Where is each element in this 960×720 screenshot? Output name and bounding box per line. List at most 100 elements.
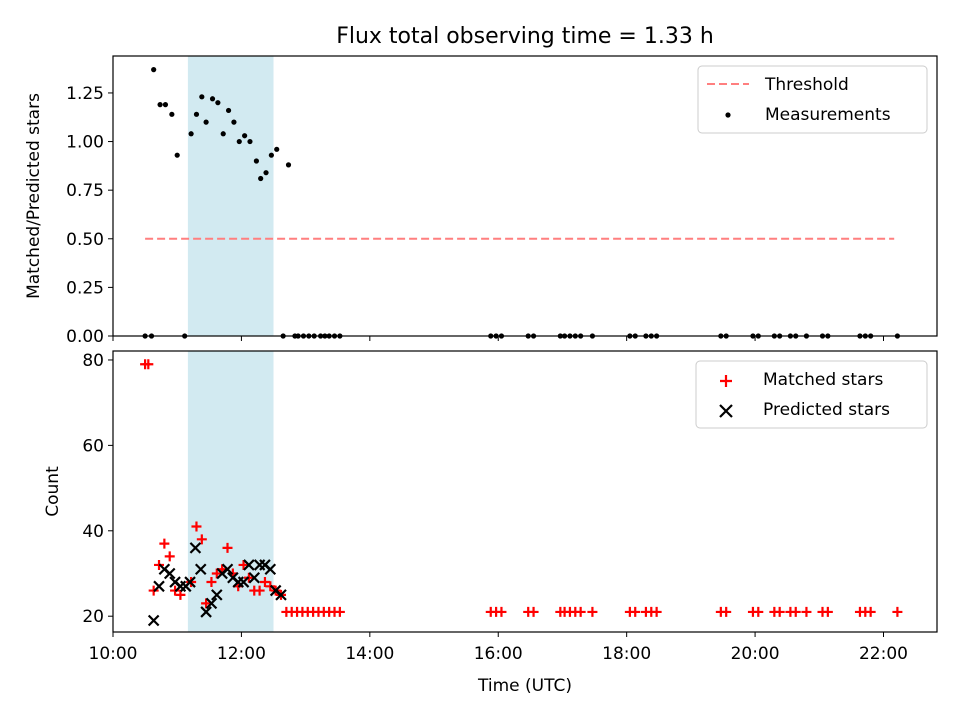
y-tick-label: 20	[82, 607, 104, 627]
matched-star-marker	[334, 606, 345, 617]
legend-predicted-label: Predicted stars	[763, 400, 890, 420]
legend-predicted-swatch	[719, 404, 733, 418]
x-tick-label: 22:00	[859, 644, 908, 664]
matched-star-marker	[175, 589, 186, 600]
measurement-point	[231, 119, 237, 125]
matched-star-marker	[211, 568, 222, 579]
x-tick-label: 16:00	[474, 644, 523, 664]
chart-title: Flux total observing time = 1.33 h	[336, 24, 714, 49]
measurement-point	[285, 162, 292, 168]
measurement-point	[263, 170, 269, 176]
measurement-point	[209, 96, 216, 102]
observing-window-shade	[187, 351, 274, 632]
predicted-star-marker	[237, 576, 250, 588]
legend-box	[695, 360, 928, 429]
measurement-point	[236, 138, 242, 145]
legend-measurement-swatch	[725, 112, 731, 118]
measurement-point	[253, 158, 259, 164]
predicted-star-marker	[243, 559, 255, 571]
bottom-plot-frame	[112, 350, 938, 633]
predicted-star-marker	[163, 567, 176, 580]
y-tick-label: 0.00	[66, 327, 104, 347]
measurement-point	[174, 152, 180, 158]
measurement-point	[203, 119, 209, 125]
measurement-point	[169, 111, 175, 117]
measurement-point	[258, 175, 264, 182]
ratio-panel: 0.00 0.25 0.50 0.75 1.00 1.25 Matched/Predicte…	[24, 55, 938, 347]
matched-star-marker	[753, 606, 764, 617]
predicted-star-marker	[153, 580, 165, 593]
matched-star-marker	[790, 606, 801, 617]
y-tick-label: 0.75	[66, 181, 104, 201]
predicted-star-marker	[221, 563, 234, 576]
legend-threshold-label: Threshold	[764, 75, 849, 95]
measurement-point	[247, 138, 253, 145]
legend-matched-label: Matched stars	[763, 370, 883, 390]
matched-star-marker	[865, 606, 876, 617]
matched-star-marker	[575, 606, 586, 617]
matched-star-marker	[587, 606, 598, 617]
predicted-star-marker	[264, 563, 277, 576]
y-tick-label: 0.25	[66, 278, 104, 298]
matched-star-marker	[496, 606, 507, 617]
measurement-point	[220, 131, 226, 137]
legend-measurement-label: Measurements	[765, 105, 891, 125]
legend: Threshold Measurements	[697, 65, 928, 134]
matched-star-marker	[774, 606, 785, 617]
x-tick-label: 20:00	[731, 644, 780, 664]
predicted-star-marker	[184, 576, 196, 588]
matched-star-marker	[651, 606, 662, 617]
predicted-star-marker	[194, 563, 207, 576]
predicted-star-marker	[248, 571, 261, 584]
y-tick-label: 0.50	[66, 230, 104, 250]
measurement-point	[274, 146, 280, 152]
x-tick-label: 18:00	[602, 644, 651, 664]
y-tick-label: 80	[82, 351, 104, 371]
measurement-point	[151, 67, 157, 73]
y-axis-label: Matched/Predicted stars	[24, 93, 44, 299]
legend: Matched stars Predicted stars	[695, 360, 928, 429]
matched-star-marker	[206, 577, 217, 588]
y-tick-label: 60	[82, 436, 104, 456]
top-plot-frame	[112, 55, 938, 337]
matched-star-marker	[164, 551, 175, 562]
predicted-star-marker	[211, 589, 223, 601]
measurement-point	[193, 111, 200, 117]
measurement-point	[215, 100, 221, 106]
matched-star-marker	[801, 606, 812, 617]
measurement-point	[268, 152, 274, 158]
predicted-star-marker	[275, 589, 287, 601]
measurement-point	[242, 133, 248, 139]
matched-star-marker	[528, 606, 539, 617]
measurement-point	[157, 102, 163, 108]
x-tick-label: 10:00	[89, 644, 138, 664]
y-tick-label: 40	[82, 522, 104, 542]
matched-star-marker	[143, 359, 154, 370]
matched-star-marker	[254, 585, 265, 596]
x-tick-label: 12:00	[217, 644, 266, 664]
measurement-point	[188, 131, 194, 137]
x-tick-label: 14:00	[345, 644, 394, 664]
legend-matched-swatch	[720, 375, 732, 387]
matched-star-marker	[630, 606, 641, 617]
predicted-star-marker	[189, 542, 202, 554]
matched-star-marker	[822, 606, 833, 617]
matched-star-marker	[259, 577, 270, 588]
matched-star-marker	[191, 521, 202, 532]
matched-star-marker	[222, 542, 233, 553]
observing-window-shade	[187, 56, 274, 336]
matched-star-marker	[892, 606, 903, 617]
measurement-point	[199, 94, 205, 100]
legend-box	[697, 65, 928, 134]
predicted-star-marker	[174, 580, 187, 593]
matched-star-marker	[196, 534, 207, 545]
matched-star-marker	[238, 559, 249, 570]
measurement-point	[162, 102, 169, 108]
predicted-star-marker	[200, 606, 212, 618]
matched-star-marker	[201, 598, 212, 609]
y-tick-label: 1.00	[66, 133, 104, 153]
predicted-star-marker	[147, 614, 160, 627]
y-axis-label: Count	[43, 466, 63, 517]
measurement-point	[225, 107, 232, 114]
